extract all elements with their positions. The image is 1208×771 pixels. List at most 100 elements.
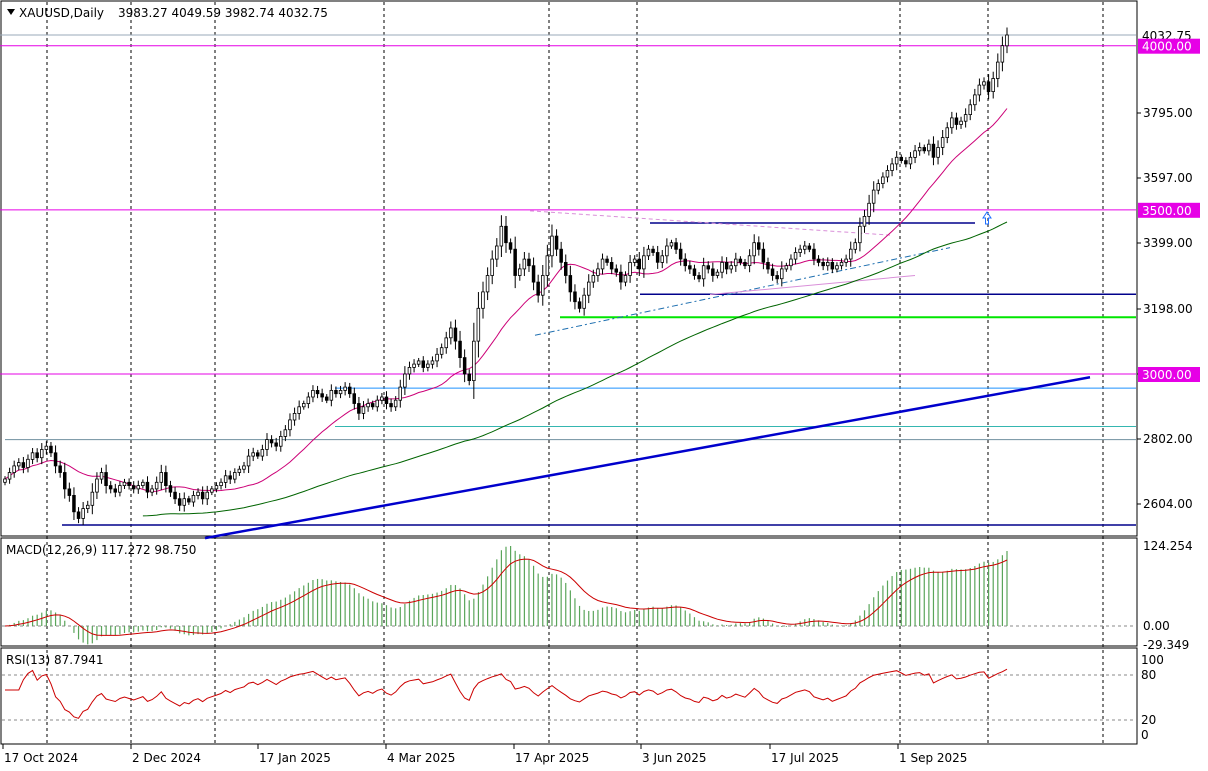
candle xyxy=(775,271,779,284)
candle-body xyxy=(536,281,540,296)
candle-body xyxy=(504,225,508,244)
candle xyxy=(743,258,747,270)
candle-body xyxy=(306,396,311,404)
candle-body xyxy=(697,275,701,280)
candle xyxy=(821,257,825,271)
candle-body xyxy=(798,248,802,253)
candle xyxy=(407,361,412,380)
candle xyxy=(816,255,821,267)
triangle-down-icon[interactable] xyxy=(7,9,15,15)
candle xyxy=(187,495,191,505)
candle-body xyxy=(108,485,113,490)
candle xyxy=(619,264,623,290)
candle xyxy=(885,165,890,183)
candle xyxy=(95,472,99,499)
triangle-lower-line xyxy=(709,275,916,296)
candle xyxy=(311,385,315,403)
candle-body xyxy=(908,156,913,165)
candle xyxy=(113,483,118,498)
candle xyxy=(890,158,894,177)
candle-body xyxy=(366,403,370,408)
candle xyxy=(21,456,26,474)
candle xyxy=(490,250,494,285)
candle xyxy=(219,478,223,490)
candle xyxy=(154,476,159,495)
candle-body xyxy=(890,163,894,171)
candle xyxy=(803,240,807,255)
candle-body xyxy=(182,498,186,506)
rsi-axis-label: 80 xyxy=(1141,668,1156,682)
candle xyxy=(7,467,12,484)
candle xyxy=(421,356,425,373)
candle xyxy=(591,269,596,288)
macd-title: MACD(12,26,9) 117.272 98.750 xyxy=(6,543,196,557)
candle xyxy=(518,263,522,281)
candle xyxy=(982,77,986,90)
candle xyxy=(807,243,812,253)
candle-body xyxy=(389,403,393,408)
candles[interactable] xyxy=(3,27,1009,525)
candle-body xyxy=(963,114,968,122)
candle-body xyxy=(439,347,444,355)
candle-body xyxy=(853,242,858,250)
candle xyxy=(334,386,338,398)
candle xyxy=(472,322,476,399)
candle-body xyxy=(122,481,127,486)
candle xyxy=(232,468,237,484)
candle xyxy=(205,485,209,506)
candle xyxy=(338,385,343,399)
candle-body xyxy=(665,245,669,257)
candle xyxy=(159,464,163,490)
candle-body xyxy=(628,261,632,276)
candle-body xyxy=(927,143,931,152)
candle-body xyxy=(384,396,389,404)
symbol-label: XAUUSD,Daily xyxy=(19,6,104,20)
candle xyxy=(191,490,196,507)
candle xyxy=(30,448,35,465)
candle-body xyxy=(421,360,425,368)
candle xyxy=(688,260,692,274)
candle xyxy=(867,194,871,225)
candle-body xyxy=(118,485,122,493)
candle xyxy=(173,486,177,504)
price-tick-label: 3597.00 xyxy=(1143,171,1193,185)
candle xyxy=(449,321,453,345)
candle xyxy=(632,255,637,267)
candle-body xyxy=(522,258,527,270)
candle-body xyxy=(288,419,292,431)
candle xyxy=(904,157,908,168)
horizontal-levels xyxy=(0,34,1136,526)
candle-body xyxy=(90,491,95,506)
candle xyxy=(278,430,283,452)
candle xyxy=(251,447,255,462)
candle xyxy=(53,445,58,474)
candle-body xyxy=(214,485,219,490)
candle-body xyxy=(398,386,402,401)
candle-body xyxy=(761,248,766,263)
candle xyxy=(573,284,577,310)
candle xyxy=(968,99,973,121)
candle xyxy=(917,142,922,156)
candle xyxy=(200,486,205,505)
candle xyxy=(522,251,527,277)
candle-body xyxy=(430,360,435,365)
candle-body xyxy=(775,275,779,280)
candle-body xyxy=(357,403,361,414)
candle xyxy=(697,272,701,283)
candle xyxy=(320,388,324,402)
rsi-axis-label: 20 xyxy=(1141,713,1156,727)
candle-body xyxy=(752,242,756,257)
candle-body xyxy=(734,258,738,267)
price-tick-label: 2802.00 xyxy=(1143,432,1193,446)
candle xyxy=(118,481,122,497)
candle-body xyxy=(858,225,862,244)
macd-axis-label: -29.349 xyxy=(1143,638,1189,652)
candle xyxy=(58,460,62,478)
candle xyxy=(835,262,839,273)
candle-body xyxy=(251,452,255,457)
candle-body xyxy=(692,268,697,276)
candle-body xyxy=(743,261,747,267)
candle-body xyxy=(453,327,458,342)
candle-body xyxy=(380,396,384,401)
